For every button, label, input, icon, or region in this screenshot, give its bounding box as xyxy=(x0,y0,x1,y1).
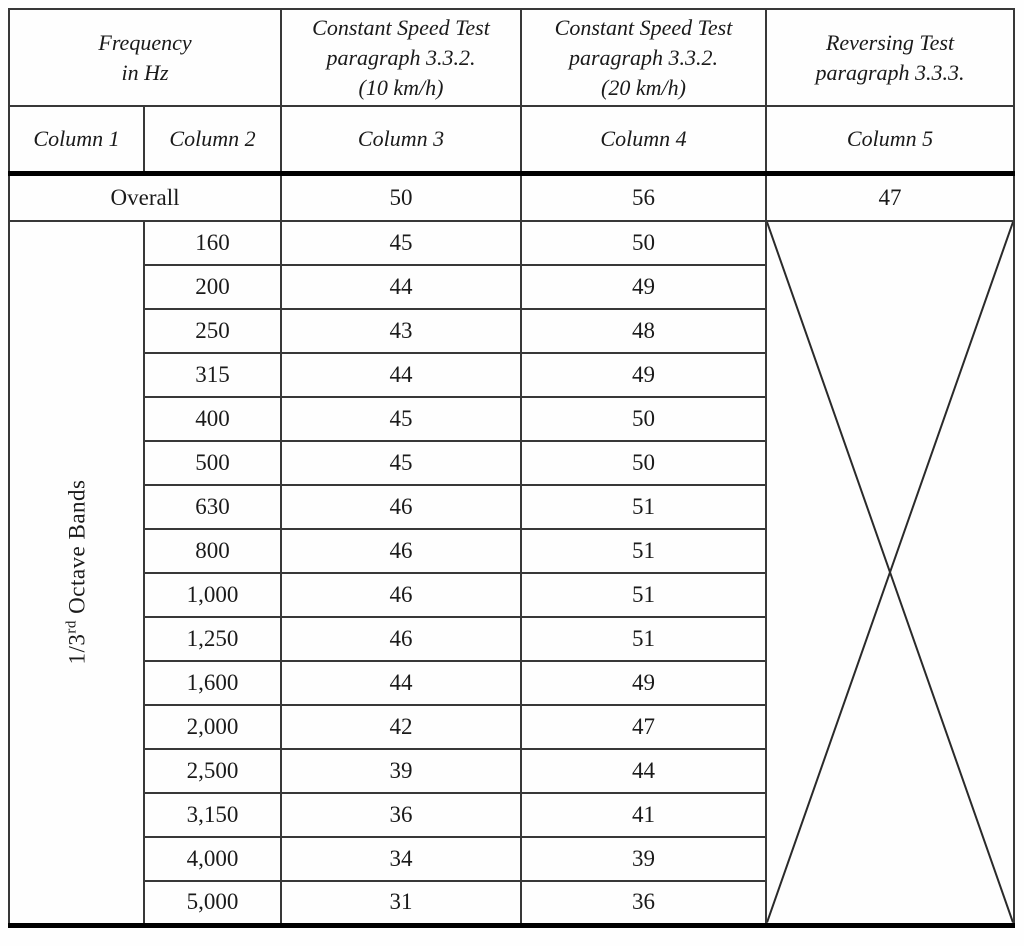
table-row: 3,150 36 41 xyxy=(9,792,1014,838)
header-frequency-line1: Frequency xyxy=(98,29,192,55)
table-row: 200 44 49 xyxy=(9,264,1014,310)
frequency-cell: 250 xyxy=(143,308,282,354)
octave-bands-label-cell: 1/3rd Octave Bands xyxy=(8,220,145,926)
col3-value: 45 xyxy=(280,396,522,442)
frequency-cell: 4,000 xyxy=(143,836,282,882)
col4-value: 50 xyxy=(520,220,767,266)
col4-value: 41 xyxy=(520,792,767,838)
octave-bands-rotated-label: 1/3rd Octave Bands xyxy=(63,480,90,665)
col4-value: 49 xyxy=(520,352,767,398)
frequency-cell: 3,150 xyxy=(143,792,282,838)
header-cs10-line1: Constant Speed Test xyxy=(312,14,490,40)
header-reversing-line1: Reversing Test xyxy=(825,29,955,55)
header-cs20-line2: paragraph 3.3.2. xyxy=(568,44,719,70)
frequency-cell: 2,500 xyxy=(143,748,282,794)
table-row: 800 46 51 xyxy=(9,528,1014,574)
col4-value: 44 xyxy=(520,748,767,794)
table-row: 1,000 46 51 xyxy=(9,572,1014,618)
overall-col5-value: 47 xyxy=(765,172,1015,222)
header-constant-speed-20: Constant Speed Test paragraph 3.3.2. (20… xyxy=(520,8,767,107)
col3-value: 46 xyxy=(280,572,522,618)
col4-value: 51 xyxy=(520,572,767,618)
octave-label-superscript: rd xyxy=(63,620,80,634)
frequency-cell: 1,000 xyxy=(143,572,282,618)
col3-value: 43 xyxy=(280,308,522,354)
frequency-cell: 200 xyxy=(143,264,282,310)
column-header-1: Column 1 xyxy=(8,105,145,176)
table-row: 315 44 49 xyxy=(9,352,1014,398)
col4-value: 48 xyxy=(520,308,767,354)
col4-value: 51 xyxy=(520,484,767,530)
header-frequency: Frequency in Hz xyxy=(8,8,282,107)
frequency-cell: 315 xyxy=(143,352,282,398)
col3-value: 46 xyxy=(280,616,522,662)
header-frequency-line2: in Hz xyxy=(121,59,169,85)
col4-value: 50 xyxy=(520,396,767,442)
octave-label-prefix: 1/3 xyxy=(63,633,89,665)
frequency-cell: 400 xyxy=(143,396,282,442)
header-reversing-line2: paragraph 3.3.3. xyxy=(815,59,965,85)
col3-value: 46 xyxy=(280,484,522,530)
frequency-cell: 160 xyxy=(143,220,282,266)
col3-value: 31 xyxy=(280,880,522,926)
header-cs20-line3: (20 km/h) xyxy=(601,74,686,100)
col3-value: 34 xyxy=(280,836,522,882)
col4-value: 51 xyxy=(520,528,767,574)
header-reversing: Reversing Test paragraph 3.3.3. xyxy=(765,8,1015,107)
column-header-4: Column 4 xyxy=(520,105,767,176)
frequency-cell: 1,250 xyxy=(143,616,282,662)
cross-out-x-icon xyxy=(767,222,1013,923)
col3-value: 44 xyxy=(280,660,522,706)
col3-value: 42 xyxy=(280,704,522,750)
table-row: 2,500 39 44 xyxy=(9,748,1014,794)
col4-value: 39 xyxy=(520,836,767,882)
octave-label-suffix: Octave Bands xyxy=(63,479,89,621)
column-header-3: Column 3 xyxy=(280,105,522,176)
frequency-cell: 630 xyxy=(143,484,282,530)
frequency-cell: 500 xyxy=(143,440,282,486)
column-header-5: Column 5 xyxy=(765,105,1015,176)
col4-value: 47 xyxy=(520,704,767,750)
table-row: 400 45 50 xyxy=(9,396,1014,442)
col3-value: 36 xyxy=(280,792,522,838)
col3-value: 44 xyxy=(280,264,522,310)
overall-col4-value: 56 xyxy=(520,172,767,222)
frequency-cell: 5,000 xyxy=(143,880,282,926)
col3-value: 44 xyxy=(280,352,522,398)
col4-value: 50 xyxy=(520,440,767,486)
header-cs10-line3: (10 km/h) xyxy=(358,74,444,100)
table-row: 1,250 46 51 xyxy=(9,616,1014,662)
noise-limits-table: Frequency in Hz Constant Speed Test para… xyxy=(8,8,1015,928)
table-row: 630 46 51 xyxy=(9,484,1014,530)
table-row: 4,000 34 39 xyxy=(9,836,1014,882)
col4-value: 49 xyxy=(520,264,767,310)
col3-value: 46 xyxy=(280,528,522,574)
col3-value: 39 xyxy=(280,748,522,794)
header-cs20-line1: Constant Speed Test xyxy=(554,14,733,40)
header-constant-speed-10: Constant Speed Test paragraph 3.3.2. (10… xyxy=(280,8,522,107)
table-row: 250 43 48 xyxy=(9,308,1014,354)
frequency-cell: 1,600 xyxy=(143,660,282,706)
col3-value: 45 xyxy=(280,440,522,486)
table-row: 1/3rd Octave Bands 160 45 50 xyxy=(8,220,1015,926)
column-header-2: Column 2 xyxy=(143,105,282,176)
table-row: 2,000 42 47 xyxy=(9,704,1014,750)
header-group-row: Frequency in Hz Constant Speed Test para… xyxy=(8,8,1015,107)
table-row: 500 45 50 xyxy=(9,440,1014,486)
header-cs10-line2: paragraph 3.3.2. xyxy=(326,44,476,70)
col3-value: 45 xyxy=(280,220,522,266)
frequency-cell: 2,000 xyxy=(143,704,282,750)
table-row: 1,600 44 49 xyxy=(9,660,1014,706)
col4-value: 51 xyxy=(520,616,767,662)
overall-row: Overall 50 56 47 xyxy=(8,172,1015,222)
col4-value: 36 xyxy=(520,880,767,926)
reversing-not-applicable-cell xyxy=(765,220,1015,926)
overall-col3-value: 50 xyxy=(280,172,522,222)
table-row: 5,000 31 36 xyxy=(9,880,1014,926)
frequency-cell: 800 xyxy=(143,528,282,574)
overall-label: Overall xyxy=(8,172,282,222)
column-header-row: Column 1 Column 2 Column 3 Column 4 Colu… xyxy=(8,105,1015,176)
col4-value: 49 xyxy=(520,660,767,706)
